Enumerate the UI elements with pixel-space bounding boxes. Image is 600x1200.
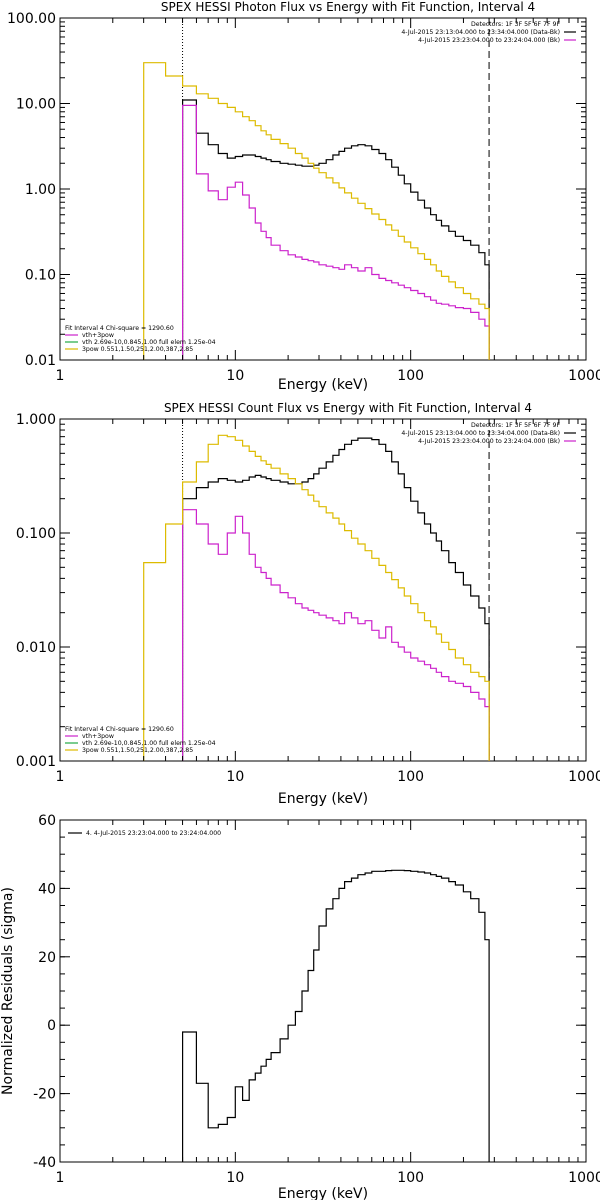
legend-entry: 4. 4-Jul-2015 23:23:04.000 to 23:24:04.0… [86,830,221,837]
x-tick-label: 1000 [568,368,600,384]
y-tick-label: -40 [33,1155,56,1171]
legend-entry: 3pow 0.551,1.50,251,2.00,387,2.85 [82,747,193,754]
chart-title: SPEX HESSI Count Flux vs Energy with Fit… [164,401,532,415]
x-tick-label: 1 [56,368,65,384]
legend-entry: 4-Jul-2015 23:13:04.000 to 23:34:04.000 … [401,29,560,36]
x-axis-title: Energy (keV) [278,791,368,807]
x-axis-title: Energy (keV) [278,1186,368,1200]
legend-entry: Detectors: 1F 3F 5F 6F 7F 9F [471,422,560,429]
panel-photon-flux: SPEX HESSI Photon Flux vs Energy with Fi… [7,0,600,393]
legend: 4. 4-Jul-2015 23:23:04.000 to 23:24:04.0… [68,830,221,837]
count-series [143,419,490,761]
panel-count-flux: SPEX HESSI Count Flux vs Energy with Fit… [16,401,600,807]
y-tick-label: 1.00 [25,182,56,198]
y-tick-label: 40 [38,881,56,897]
x-tick-label: 100 [397,1170,424,1186]
legend-entry: Detectors: 1F 3F 5F 6F 7F 9F [471,21,560,28]
x-tick-label: 1000 [568,1170,600,1186]
photon-series [143,18,490,360]
x-tick-label: 10 [226,368,244,384]
y-tick-label: 60 [38,813,56,829]
series-line-data-bk [182,437,490,761]
legend-entry: vth 2.69e-10,0.845,1.00 full elem 1.25e-… [82,740,216,747]
y-tick-label: 0.100 [16,526,56,542]
y-tick-label: -20 [33,1087,56,1103]
count-ticks: 1 10 100 1000 0.001 0.010 0.100 1.000 [16,412,600,785]
series-line-bk [182,104,490,360]
legend-bottom: Fit Interval 4 Chi-square = 1290.60vth+3… [65,325,216,353]
chart-title: SPEX HESSI Photon Flux vs Energy with Fi… [161,0,535,14]
x-tick-label: 100 [397,769,424,785]
legend-entry: 4-Jul-2015 23:23:04.000 to 23:24:04.000 … [418,438,560,445]
y-tick-label: 10.00 [16,97,56,113]
y-tick-label: 0.001 [16,754,56,770]
x-tick-label: 1000 [568,769,600,785]
series-line-4-4-jul-2015-23-23-04-000-to-23-24-04-000 [182,869,490,1162]
y-axis-title: Normalized Residuals (sigma) [0,887,16,1095]
y-tick-label: 0.010 [16,640,56,656]
residual-ticks: 1 10 100 1000 -40 -20 0 20 40 60 [33,813,600,1186]
series-line-fit [143,62,490,360]
legend-entry: vth+3pow [82,332,114,339]
plot-frame [59,17,587,361]
legend-entry: 4-Jul-2015 23:23:04.000 to 23:24:04.000 … [418,37,560,44]
series-line-data-bk [182,99,490,360]
legend-entry: vth+3pow [82,733,114,740]
legend-entry: 4-Jul-2015 23:13:04.000 to 23:34:04.000 … [401,430,560,437]
x-tick-label: 100 [397,368,424,384]
series-line-bk [182,509,490,761]
x-tick-label: 10 [226,769,244,785]
legend-entry: vth 2.69e-10,0.845,1.00 full elem 1.25e-… [82,339,216,346]
legend-bottom: Fit Interval 4 Chi-square = 1290.60vth+3… [65,726,216,754]
legend-top: Detectors: 1F 3F 5F 6F 7F 9F4-Jul-2015 2… [401,422,576,445]
residual-series [182,869,490,1162]
y-tick-label: 100.00 [7,11,56,27]
series-line-fit [143,434,490,761]
y-tick-label: 0.10 [25,268,56,284]
plot-frame [59,819,587,1163]
y-tick-label: 0 [47,1018,56,1034]
x-axis-title: Energy (keV) [278,377,368,393]
y-tick-label: 20 [38,950,56,966]
legend-entry: Fit Interval 4 Chi-square = 1290.60 [65,325,174,332]
x-tick-label: 1 [56,1170,65,1186]
x-tick-label: 1 [56,769,65,785]
y-tick-label: 1.000 [16,412,56,428]
legend-top: Detectors: 1F 3F 5F 6F 7F 9F4-Jul-2015 2… [401,21,576,44]
x-tick-label: 10 [226,1170,244,1186]
y-tick-label: 0.01 [25,353,56,369]
plot-frame [59,418,587,762]
panel-residuals: 1 10 100 1000 -40 -20 0 20 40 60 Energy (keV) Nor… [0,813,600,1200]
photon-ticks: 1 10 100 1000 0.01 0.10 1.00 10.00 100.00 [7,11,600,384]
legend-entry: Fit Interval 4 Chi-square = 1290.60 [65,726,174,733]
legend-entry: 3pow 0.551,1.50,251,2.00,387,2.85 [82,346,193,353]
